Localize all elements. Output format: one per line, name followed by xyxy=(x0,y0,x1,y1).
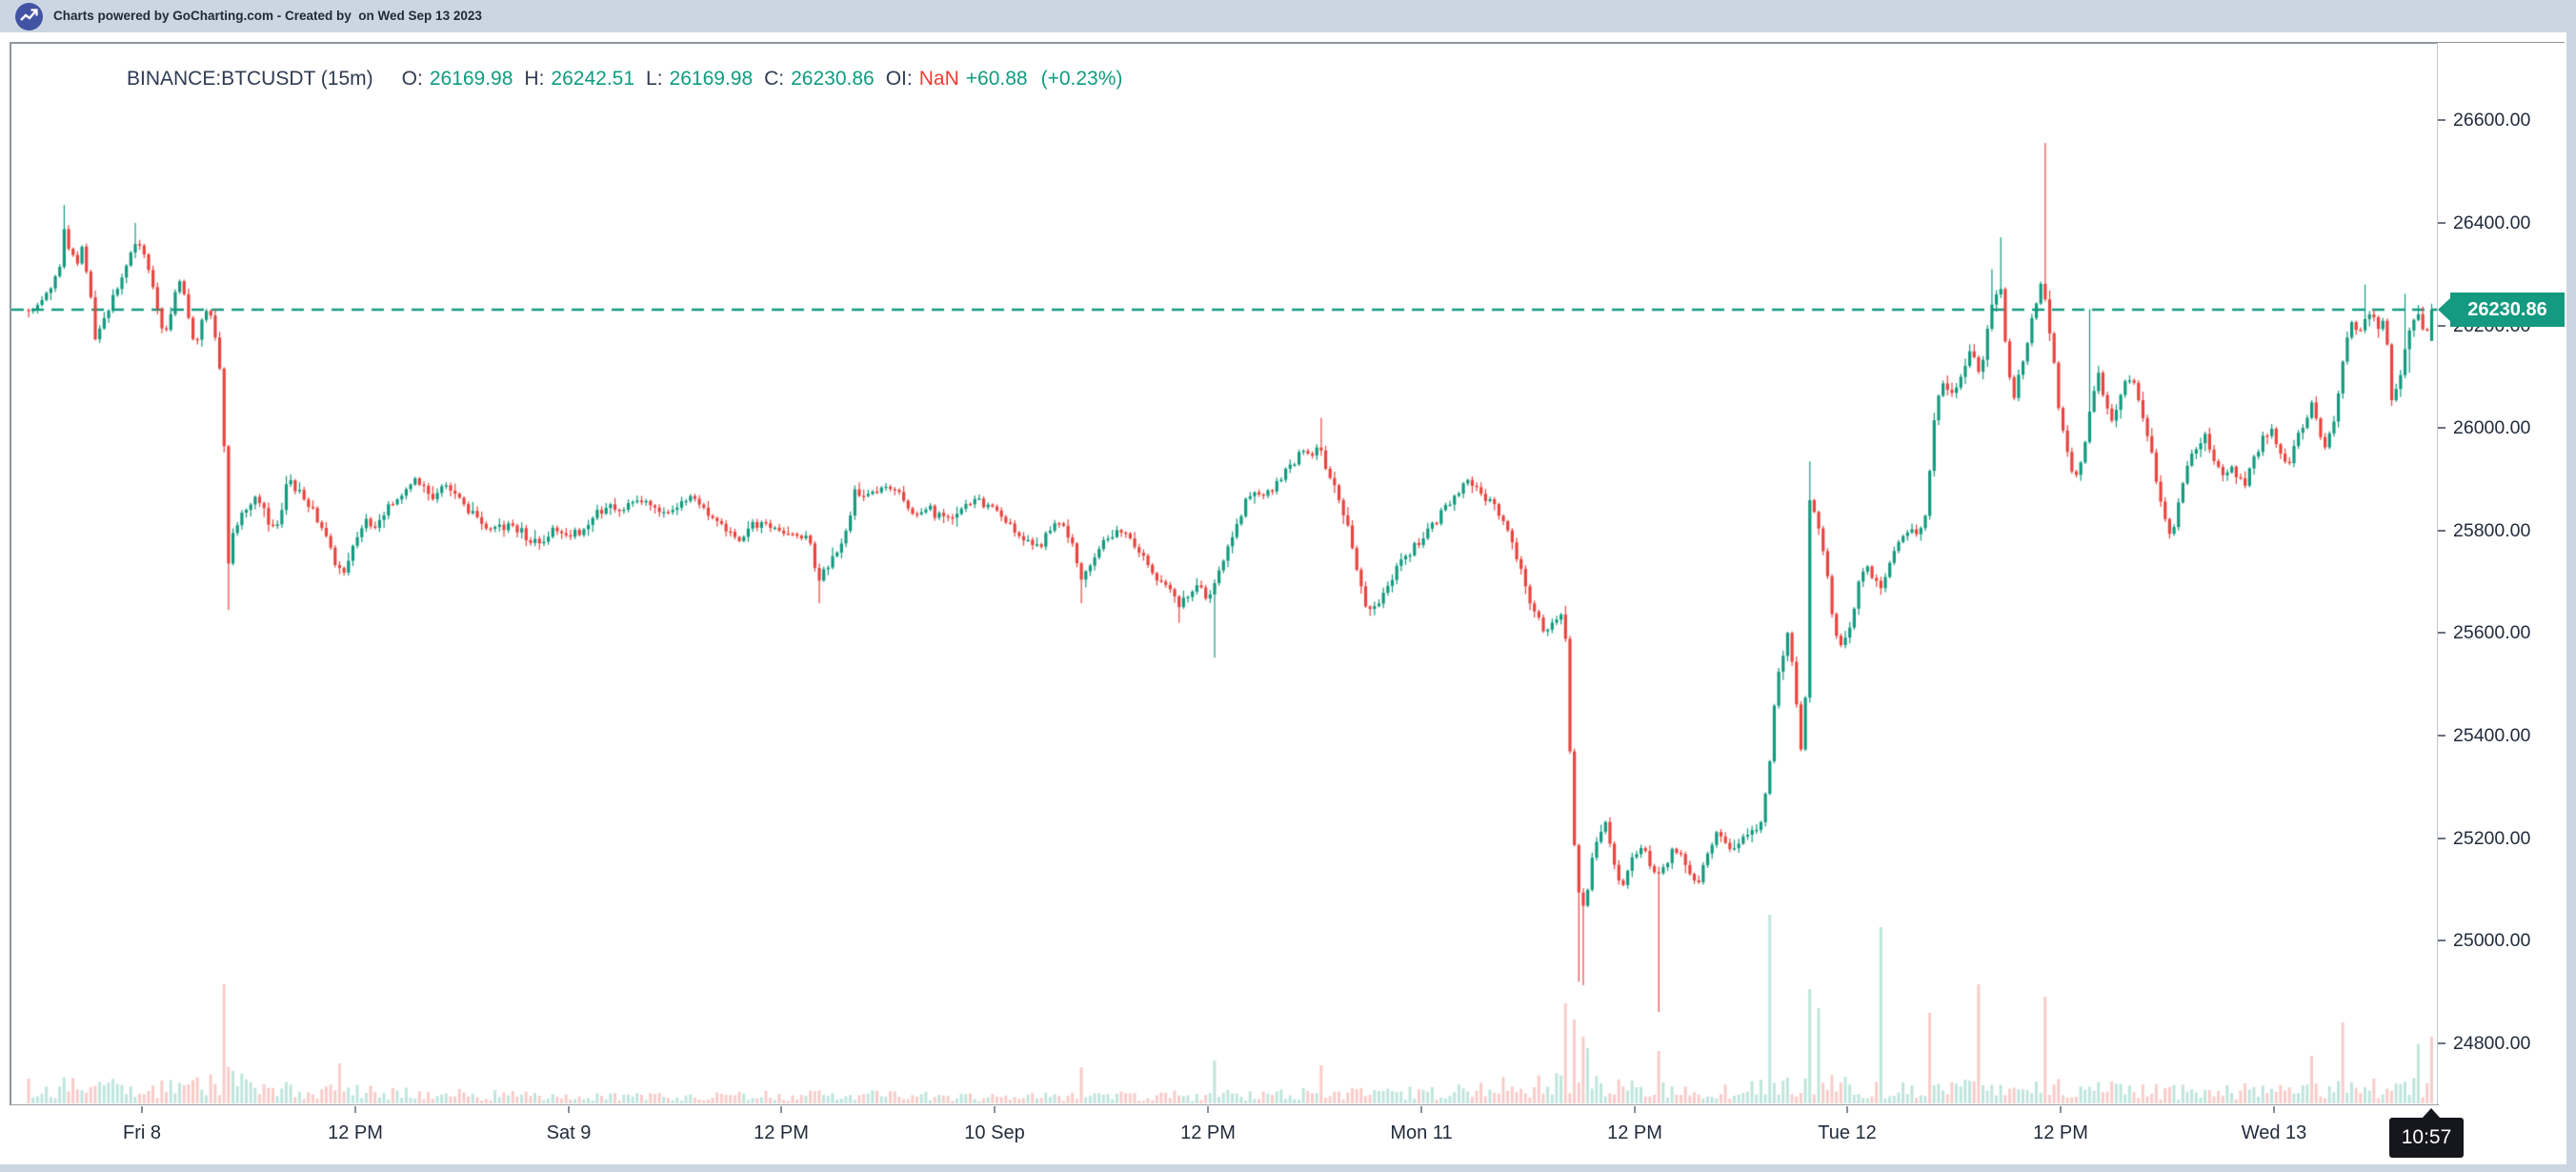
time-tick-mark xyxy=(568,1106,570,1113)
price-tick-label: 26400.00 xyxy=(2453,212,2531,233)
bottom-margin-band xyxy=(0,1164,2576,1172)
time-tick-label: 12 PM xyxy=(754,1122,809,1143)
time-tick-mark xyxy=(2273,1106,2275,1113)
right-margin-band xyxy=(2566,32,2576,1172)
brand-attribution-text: Charts powered by GoCharting.com - Creat… xyxy=(53,9,482,23)
current-time-tag: 10:57 xyxy=(2389,1108,2464,1158)
price-tick-mark xyxy=(2438,427,2445,430)
open-label: O: xyxy=(401,68,423,90)
price-tick-label: 25600.00 xyxy=(2453,622,2531,644)
low-label: L: xyxy=(646,68,663,90)
time-tick-label: 10 Sep xyxy=(964,1122,1025,1143)
close-label: C: xyxy=(764,68,785,90)
time-tick-mark xyxy=(1207,1106,1209,1113)
open-interest-label: OI: xyxy=(885,68,913,90)
price-tick-label: 26600.00 xyxy=(2453,110,2531,131)
price-tick-mark xyxy=(2438,632,2445,635)
change-percent-value: (+0.23%) xyxy=(1040,68,1123,90)
change-value: +60.88 xyxy=(965,68,1028,90)
price-chart-canvas[interactable] xyxy=(11,43,2437,1105)
time-tick-mark xyxy=(780,1106,782,1113)
header-bar: Charts powered by GoCharting.com - Creat… xyxy=(0,0,2576,32)
price-tick-mark xyxy=(2438,324,2445,327)
price-tick-mark xyxy=(2438,1041,2445,1044)
price-tick-label: 25200.00 xyxy=(2453,827,2531,849)
time-tick-label: Fri 8 xyxy=(123,1122,161,1143)
open-interest-value: NaN xyxy=(918,68,959,90)
time-tick-label: 12 PM xyxy=(328,1122,383,1143)
time-tick-mark xyxy=(354,1106,356,1113)
time-tick-mark xyxy=(994,1106,996,1113)
gocharting-logo-icon xyxy=(15,3,43,30)
time-tick-mark xyxy=(2060,1106,2062,1113)
last-price-tag: 26230.86 xyxy=(2438,292,2565,327)
price-tick-label: 25800.00 xyxy=(2453,519,2531,541)
time-tick-label: Sat 9 xyxy=(546,1122,592,1143)
time-tick-label: 12 PM xyxy=(2033,1122,2088,1143)
low-value: 26169.98 xyxy=(669,68,754,90)
time-tick-label: Tue 12 xyxy=(1818,1122,1877,1143)
high-label: H: xyxy=(524,68,545,90)
close-value: 26230.86 xyxy=(791,68,875,90)
price-tick-mark xyxy=(2438,119,2445,122)
time-axis[interactable] xyxy=(10,1105,2566,1164)
price-tick-label: 24800.00 xyxy=(2453,1032,2531,1054)
symbol-and-interval[interactable]: BINANCE:BTCUSDT (15m) xyxy=(127,68,373,90)
time-tick-mark xyxy=(141,1106,143,1113)
price-tick-label: 26000.00 xyxy=(2453,417,2531,439)
high-value: 26242.51 xyxy=(551,68,635,90)
price-tick-label: 25000.00 xyxy=(2453,930,2531,952)
price-axis[interactable]: 26600.0026400.0026200.0026000.0025800.00… xyxy=(2437,43,2566,1105)
price-tick-mark xyxy=(2438,735,2445,737)
price-tick-mark xyxy=(2438,940,2445,942)
time-tick-label: 12 PM xyxy=(1180,1122,1236,1143)
time-tick-label: 12 PM xyxy=(1607,1122,1662,1143)
price-tick-mark xyxy=(2438,222,2445,224)
time-tick-label: Mon 11 xyxy=(1390,1122,1453,1143)
price-tick-mark xyxy=(2438,837,2445,839)
time-tick-mark xyxy=(1634,1106,1636,1113)
time-tick-mark xyxy=(1420,1106,1422,1113)
open-value: 26169.98 xyxy=(429,68,513,90)
time-tick-label: Wed 13 xyxy=(2241,1122,2307,1143)
ohlc-legend: BINANCE:BTCUSDT (15m) O: 26169.98 H: 262… xyxy=(127,67,1122,91)
price-tick-label: 25400.00 xyxy=(2453,725,2531,746)
price-tick-mark xyxy=(2438,529,2445,532)
time-tick-mark xyxy=(1846,1106,1848,1113)
